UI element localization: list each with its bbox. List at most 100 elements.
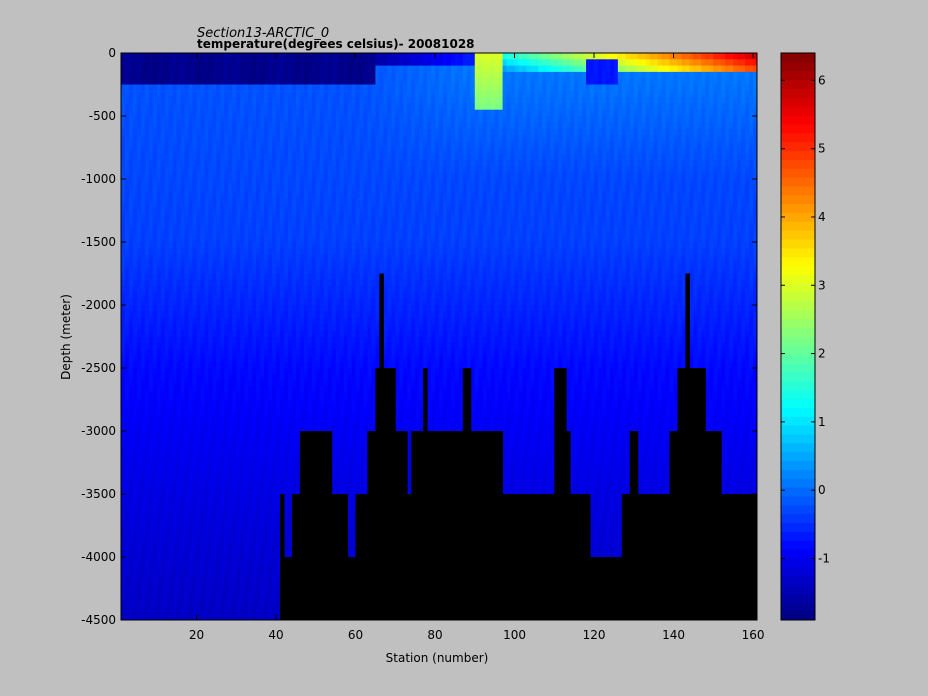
heatmap-cell bbox=[248, 267, 253, 274]
heatmap-cell bbox=[232, 197, 237, 205]
heatmap-cell bbox=[299, 229, 305, 237]
heatmap-cell bbox=[244, 607, 249, 615]
heatmap-cell bbox=[208, 242, 213, 249]
heatmap-cell bbox=[216, 380, 221, 388]
heatmap-cell bbox=[208, 235, 213, 243]
heatmap-cell bbox=[256, 311, 261, 319]
heatmap-cell bbox=[212, 128, 217, 136]
heatmap-cell bbox=[140, 342, 146, 350]
heatmap-cell bbox=[148, 336, 154, 344]
heatmap-cell bbox=[192, 323, 198, 331]
heatmap-cell bbox=[220, 569, 225, 577]
heatmap-cell bbox=[256, 317, 261, 325]
heatmap-cell bbox=[200, 109, 205, 117]
heatmap-cell bbox=[244, 59, 249, 67]
heatmap-cell bbox=[228, 500, 233, 508]
heatmap-cell bbox=[204, 594, 209, 602]
heatmap-cell bbox=[152, 311, 158, 319]
heatmap-cell bbox=[327, 223, 333, 230]
heatmap-cell bbox=[212, 431, 217, 438]
heatmap-cell bbox=[264, 286, 269, 293]
heatmap-cell bbox=[307, 424, 313, 432]
heatmap-cell bbox=[184, 506, 190, 514]
heatmap-cell bbox=[303, 424, 309, 432]
heatmap-cell bbox=[192, 449, 198, 457]
heatmap-cell bbox=[272, 361, 277, 369]
heatmap-cell bbox=[331, 248, 337, 256]
heatmap-cell bbox=[244, 204, 249, 211]
heatmap-cell bbox=[124, 116, 130, 123]
heatmap-cell bbox=[176, 103, 182, 111]
heatmap-cell bbox=[276, 582, 281, 589]
heatmap-cell bbox=[188, 525, 194, 533]
heatmap-cell bbox=[140, 575, 146, 583]
heatmap-cell bbox=[184, 179, 190, 186]
heatmap-cell bbox=[168, 97, 174, 104]
heatmap-cell bbox=[121, 210, 126, 218]
heatmap-cell bbox=[299, 53, 305, 60]
heatmap-cell bbox=[188, 179, 194, 186]
heatmap-cell bbox=[220, 204, 225, 211]
heatmap-cell bbox=[228, 109, 233, 117]
heatmap-cell bbox=[212, 260, 217, 268]
heatmap-cell bbox=[268, 405, 273, 413]
heatmap-cell bbox=[176, 506, 182, 514]
heatmap-cell bbox=[156, 449, 162, 457]
heatmap-cell bbox=[299, 286, 305, 293]
heatmap-cell bbox=[232, 122, 237, 130]
heatmap-cell bbox=[291, 153, 297, 161]
heatmap-cell bbox=[331, 286, 337, 293]
heatmap-cell bbox=[128, 575, 134, 583]
heatmap-cell bbox=[124, 468, 130, 476]
heatmap-cell bbox=[248, 204, 253, 211]
heatmap-cell bbox=[204, 260, 209, 268]
heatmap-cell bbox=[172, 273, 178, 281]
heatmap-cell bbox=[276, 97, 281, 104]
heatmap-cell bbox=[287, 248, 293, 256]
heatmap-cell bbox=[192, 368, 198, 375]
heatmap-cell bbox=[224, 569, 229, 577]
heatmap-cell bbox=[144, 475, 150, 482]
heatmap-cell bbox=[224, 122, 229, 130]
heatmap-cell bbox=[144, 248, 150, 256]
heatmap-cell bbox=[295, 437, 301, 445]
heatmap-cell bbox=[307, 292, 313, 300]
heatmap-cell bbox=[132, 456, 138, 463]
heatmap-cell bbox=[148, 531, 154, 539]
heatmap-cell bbox=[319, 386, 325, 394]
heatmap-cell bbox=[240, 374, 245, 382]
heatmap-cell bbox=[339, 330, 345, 337]
heatmap-cell bbox=[315, 292, 321, 300]
heatmap-cell bbox=[180, 323, 186, 331]
heatmap-cell bbox=[287, 223, 293, 230]
heatmap-cell bbox=[200, 248, 205, 256]
heatmap-cell bbox=[224, 405, 229, 413]
heatmap-cell bbox=[236, 292, 241, 300]
heatmap-cell bbox=[208, 512, 213, 520]
heatmap-cell bbox=[152, 235, 158, 243]
heatmap-cell bbox=[295, 487, 301, 495]
heatmap-cell bbox=[180, 210, 186, 218]
heatmap-cell bbox=[140, 103, 146, 111]
heatmap-cell bbox=[272, 97, 277, 104]
heatmap-cell bbox=[264, 399, 269, 407]
heatmap-cell bbox=[276, 368, 281, 375]
heatmap-cell bbox=[192, 147, 198, 155]
heatmap-cell bbox=[168, 368, 174, 375]
heatmap-cell bbox=[252, 500, 257, 508]
heatmap-cell bbox=[140, 191, 146, 199]
heatmap-cell bbox=[160, 475, 166, 482]
heatmap-cell bbox=[236, 531, 241, 539]
heatmap-cell bbox=[184, 147, 190, 155]
heatmap-cell bbox=[148, 229, 154, 237]
heatmap-cell bbox=[295, 53, 301, 60]
heatmap-cell bbox=[283, 286, 289, 293]
heatmap-cell bbox=[200, 399, 205, 407]
heatmap-cell bbox=[240, 103, 245, 111]
heatmap-cell bbox=[204, 116, 209, 123]
heatmap-cell bbox=[240, 468, 245, 476]
heatmap-cell bbox=[168, 229, 174, 237]
heatmap-cell bbox=[260, 185, 265, 193]
heatmap-cell bbox=[283, 273, 289, 281]
heatmap-cell bbox=[256, 342, 261, 350]
